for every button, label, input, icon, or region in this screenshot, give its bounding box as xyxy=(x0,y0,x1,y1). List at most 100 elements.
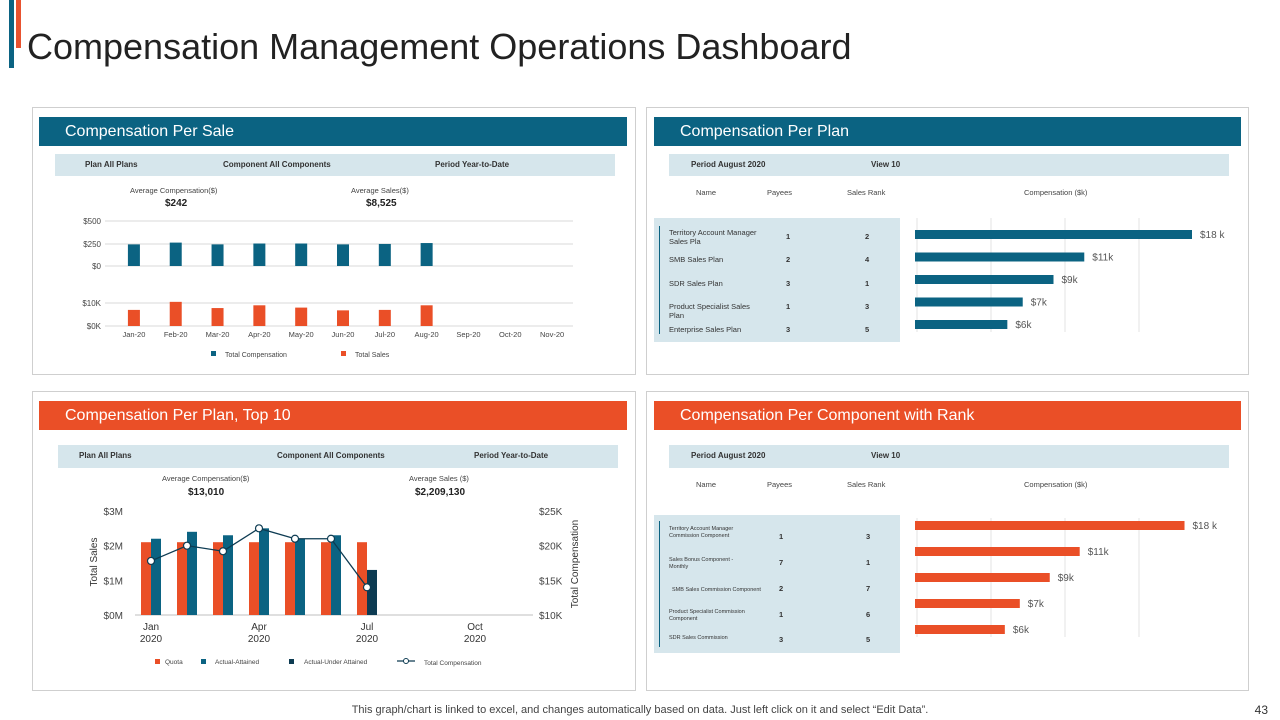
list-item-name[interactable]: SMB Sales Plan xyxy=(669,255,724,264)
col-compensation: Compensation ($k) xyxy=(1024,480,1088,489)
list-item-rank: 3 xyxy=(866,532,871,541)
list-item-name[interactable]: SDR Sales Plan xyxy=(669,279,723,288)
filter-bar: Plan All Plans Component All Components … xyxy=(55,154,615,176)
bar-data-label: $7k xyxy=(1031,298,1048,309)
y-right-tick-label: $25K xyxy=(539,507,563,518)
legend-label: Quota xyxy=(165,659,183,666)
x-tick-label: Feb-20 xyxy=(164,330,188,339)
list-item-payees: 1 xyxy=(786,302,791,311)
bar-quota xyxy=(321,542,331,615)
legend-label: Total Sales xyxy=(355,352,390,359)
bar-actual-attained xyxy=(223,535,233,615)
bar-data-label: $6k xyxy=(1015,320,1032,331)
list-item-payees: 7 xyxy=(779,558,784,567)
legend-swatch-total-compensation-marker xyxy=(403,658,409,664)
line-point-total-compensation xyxy=(362,583,372,592)
list-item-name[interactable]: SDR Sales Commission xyxy=(669,635,728,641)
x-tick-label: 2020 xyxy=(464,634,487,645)
col-name: Name xyxy=(696,480,717,489)
footer-note: This graph/chart is linked to excel, and… xyxy=(351,704,929,716)
bar-data-label: $7k xyxy=(1028,599,1045,610)
comp-per-plan-bars: $18 k $11k $9k $7k $6k xyxy=(915,218,1225,332)
col-payees: Payees xyxy=(767,480,793,489)
list-item-rank: 1 xyxy=(865,279,870,288)
col-sales-rank: Sales Rank xyxy=(847,480,886,489)
filter-period[interactable]: Period Year-to-Date xyxy=(474,451,549,460)
legend-swatch-quota xyxy=(155,659,160,664)
filter-plan[interactable]: Plan All Plans xyxy=(85,160,138,169)
filter-component[interactable]: Component All Components xyxy=(223,160,331,169)
y-left-axis-title: Total Sales xyxy=(89,538,100,587)
page-number: 43 xyxy=(1254,703,1268,717)
filter-bar: Period August 2020 View 10 xyxy=(669,154,1229,176)
avg-sales-value: $8,525 xyxy=(366,198,397,209)
bar-quota xyxy=(285,542,295,615)
bar xyxy=(915,547,1080,556)
panel-header: Compensation Per Plan, Top 10 xyxy=(39,401,627,430)
bar xyxy=(915,252,1085,262)
bar-data-label: $18 k xyxy=(1200,230,1225,241)
panel-compensation-per-sale: Compensation Per Sale Plan All Plans Com… xyxy=(32,107,636,375)
list-item-payees: 1 xyxy=(779,610,784,619)
bar-data-label: $9k xyxy=(1062,275,1079,286)
list-item-payees: 2 xyxy=(779,584,784,593)
filter-view[interactable]: View 10 xyxy=(871,160,901,169)
bar-quota xyxy=(177,542,187,615)
list-item-name[interactable]: Product Specialist Sales Plan xyxy=(669,302,750,320)
filter-plan[interactable]: Plan All Plans xyxy=(79,451,132,460)
plan-list: Territory Account Manager Sales Pla 1 2 … xyxy=(654,218,900,342)
line-point-total-compensation xyxy=(218,547,228,556)
bar-quota xyxy=(249,542,259,615)
filter-component[interactable]: Component All Components xyxy=(277,451,385,460)
avg-comp-value: $13,010 xyxy=(188,487,225,498)
bar-total-sales xyxy=(378,309,391,326)
list-item-payees: 1 xyxy=(779,532,784,541)
bar-actual-attained xyxy=(187,531,197,615)
bar xyxy=(915,275,1054,284)
list-item-name[interactable]: Sales Bonus Component - Monthly xyxy=(669,557,734,570)
filter-period[interactable]: Period August 2020 xyxy=(691,160,766,169)
bar-total-compensation xyxy=(378,243,391,266)
line-point-total-compensation xyxy=(254,524,264,533)
x-tick-label: Jan-20 xyxy=(122,330,145,339)
filter-period[interactable]: Period Year-to-Date xyxy=(435,160,510,169)
legend-label: Total Compensation xyxy=(424,660,482,667)
bar-total-compensation xyxy=(211,244,224,266)
list-item-name[interactable]: Enterprise Sales Plan xyxy=(669,325,742,334)
legend-swatch-actual-attained xyxy=(201,659,206,664)
bar-total-sales xyxy=(295,307,308,326)
y-left-tick-label: $0M xyxy=(104,611,123,622)
list-rule xyxy=(659,521,660,647)
list-item-name[interactable]: SMB Sales Commission Component xyxy=(672,587,761,593)
bar-total-compensation xyxy=(337,244,349,266)
list-rule xyxy=(659,226,660,334)
list-item-rank: 4 xyxy=(865,255,870,264)
col-compensation: Compensation ($k) xyxy=(1024,188,1088,197)
list-item-name[interactable]: Product Specialist Commission Component xyxy=(669,609,745,622)
list-item-payees: 2 xyxy=(786,255,791,264)
bar-total-sales xyxy=(127,309,140,326)
bar-actual-under-attained xyxy=(367,569,377,615)
filter-view[interactable]: View 10 xyxy=(871,451,901,460)
line-point-total-compensation xyxy=(326,534,336,543)
comp-per-sale-chart: $500 $250 $0 $10K $0K Jan-20 Feb-20 Mar-20 Apr-2… xyxy=(82,217,573,359)
list-item-payees: 3 xyxy=(786,325,791,334)
legend-swatch-actual-under-attained xyxy=(289,659,294,664)
x-tick-label: 2020 xyxy=(356,634,379,645)
bar-data-label: $11k xyxy=(1092,253,1114,264)
list-item-rank: 5 xyxy=(865,325,870,334)
bar-actual-attained xyxy=(331,535,341,615)
bar xyxy=(915,625,1005,634)
comp-per-plan-top10-chart: $3M $2M $1M $0M $25K $20K $15K $10K Total Sales T… xyxy=(89,507,581,667)
bar-data-label: $18 k xyxy=(1193,521,1218,532)
bar xyxy=(915,297,1023,307)
y-tick-label: $10K xyxy=(82,299,101,308)
y-tick-label: $500 xyxy=(83,217,101,226)
list-item-name[interactable]: Territory Account Manager Sales Pla xyxy=(669,228,757,246)
col-name: Name xyxy=(696,188,717,197)
list-item-rank: 6 xyxy=(866,610,871,619)
filter-period[interactable]: Period August 2020 xyxy=(691,451,766,460)
y-left-tick-label: $2M xyxy=(104,542,123,553)
bar-total-compensation xyxy=(420,243,433,266)
list-item-name[interactable]: Territory Account Manager Commission Com… xyxy=(669,526,734,539)
